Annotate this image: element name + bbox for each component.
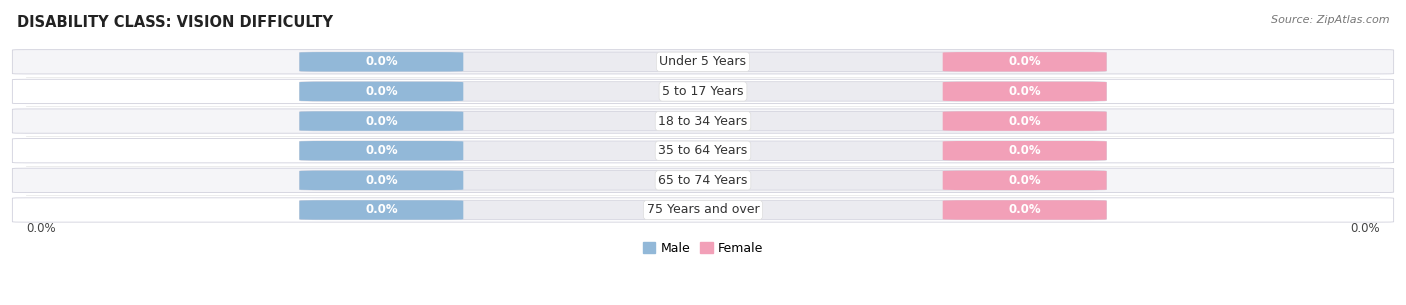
FancyBboxPatch shape [299,52,1107,71]
Text: Under 5 Years: Under 5 Years [659,55,747,68]
Text: Source: ZipAtlas.com: Source: ZipAtlas.com [1271,15,1389,25]
Text: 0.0%: 0.0% [1008,85,1040,98]
FancyBboxPatch shape [299,141,1107,160]
FancyBboxPatch shape [299,52,464,71]
FancyBboxPatch shape [13,79,1393,104]
Text: 0.0%: 0.0% [366,85,398,98]
Text: 65 to 74 Years: 65 to 74 Years [658,174,748,187]
Text: 0.0%: 0.0% [25,222,55,235]
FancyBboxPatch shape [13,138,1393,163]
Text: 0.0%: 0.0% [1008,115,1040,127]
FancyBboxPatch shape [942,200,1107,220]
FancyBboxPatch shape [299,200,464,220]
Text: 0.0%: 0.0% [1008,174,1040,187]
FancyBboxPatch shape [299,82,464,101]
FancyBboxPatch shape [942,52,1107,71]
Text: 0.0%: 0.0% [366,55,398,68]
FancyBboxPatch shape [13,198,1393,222]
FancyBboxPatch shape [299,141,464,160]
FancyBboxPatch shape [299,111,464,131]
Text: 18 to 34 Years: 18 to 34 Years [658,115,748,127]
Text: 0.0%: 0.0% [366,174,398,187]
Text: 35 to 64 Years: 35 to 64 Years [658,144,748,157]
FancyBboxPatch shape [299,111,1107,131]
FancyBboxPatch shape [942,141,1107,160]
FancyBboxPatch shape [299,170,1107,190]
Text: 0.0%: 0.0% [1008,203,1040,217]
FancyBboxPatch shape [942,111,1107,131]
Text: 0.0%: 0.0% [366,144,398,157]
Text: 75 Years and over: 75 Years and over [647,203,759,217]
Text: 5 to 17 Years: 5 to 17 Years [662,85,744,98]
Text: 0.0%: 0.0% [1351,222,1381,235]
Text: 0.0%: 0.0% [366,115,398,127]
Text: 0.0%: 0.0% [366,203,398,217]
Legend: Male, Female: Male, Female [638,237,768,260]
FancyBboxPatch shape [13,168,1393,192]
Text: DISABILITY CLASS: VISION DIFFICULTY: DISABILITY CLASS: VISION DIFFICULTY [17,15,333,30]
FancyBboxPatch shape [942,82,1107,101]
FancyBboxPatch shape [299,200,1107,220]
FancyBboxPatch shape [299,170,464,190]
FancyBboxPatch shape [13,109,1393,133]
FancyBboxPatch shape [942,170,1107,190]
FancyBboxPatch shape [299,82,1107,101]
Text: 0.0%: 0.0% [1008,144,1040,157]
Text: 0.0%: 0.0% [1008,55,1040,68]
FancyBboxPatch shape [13,50,1393,74]
